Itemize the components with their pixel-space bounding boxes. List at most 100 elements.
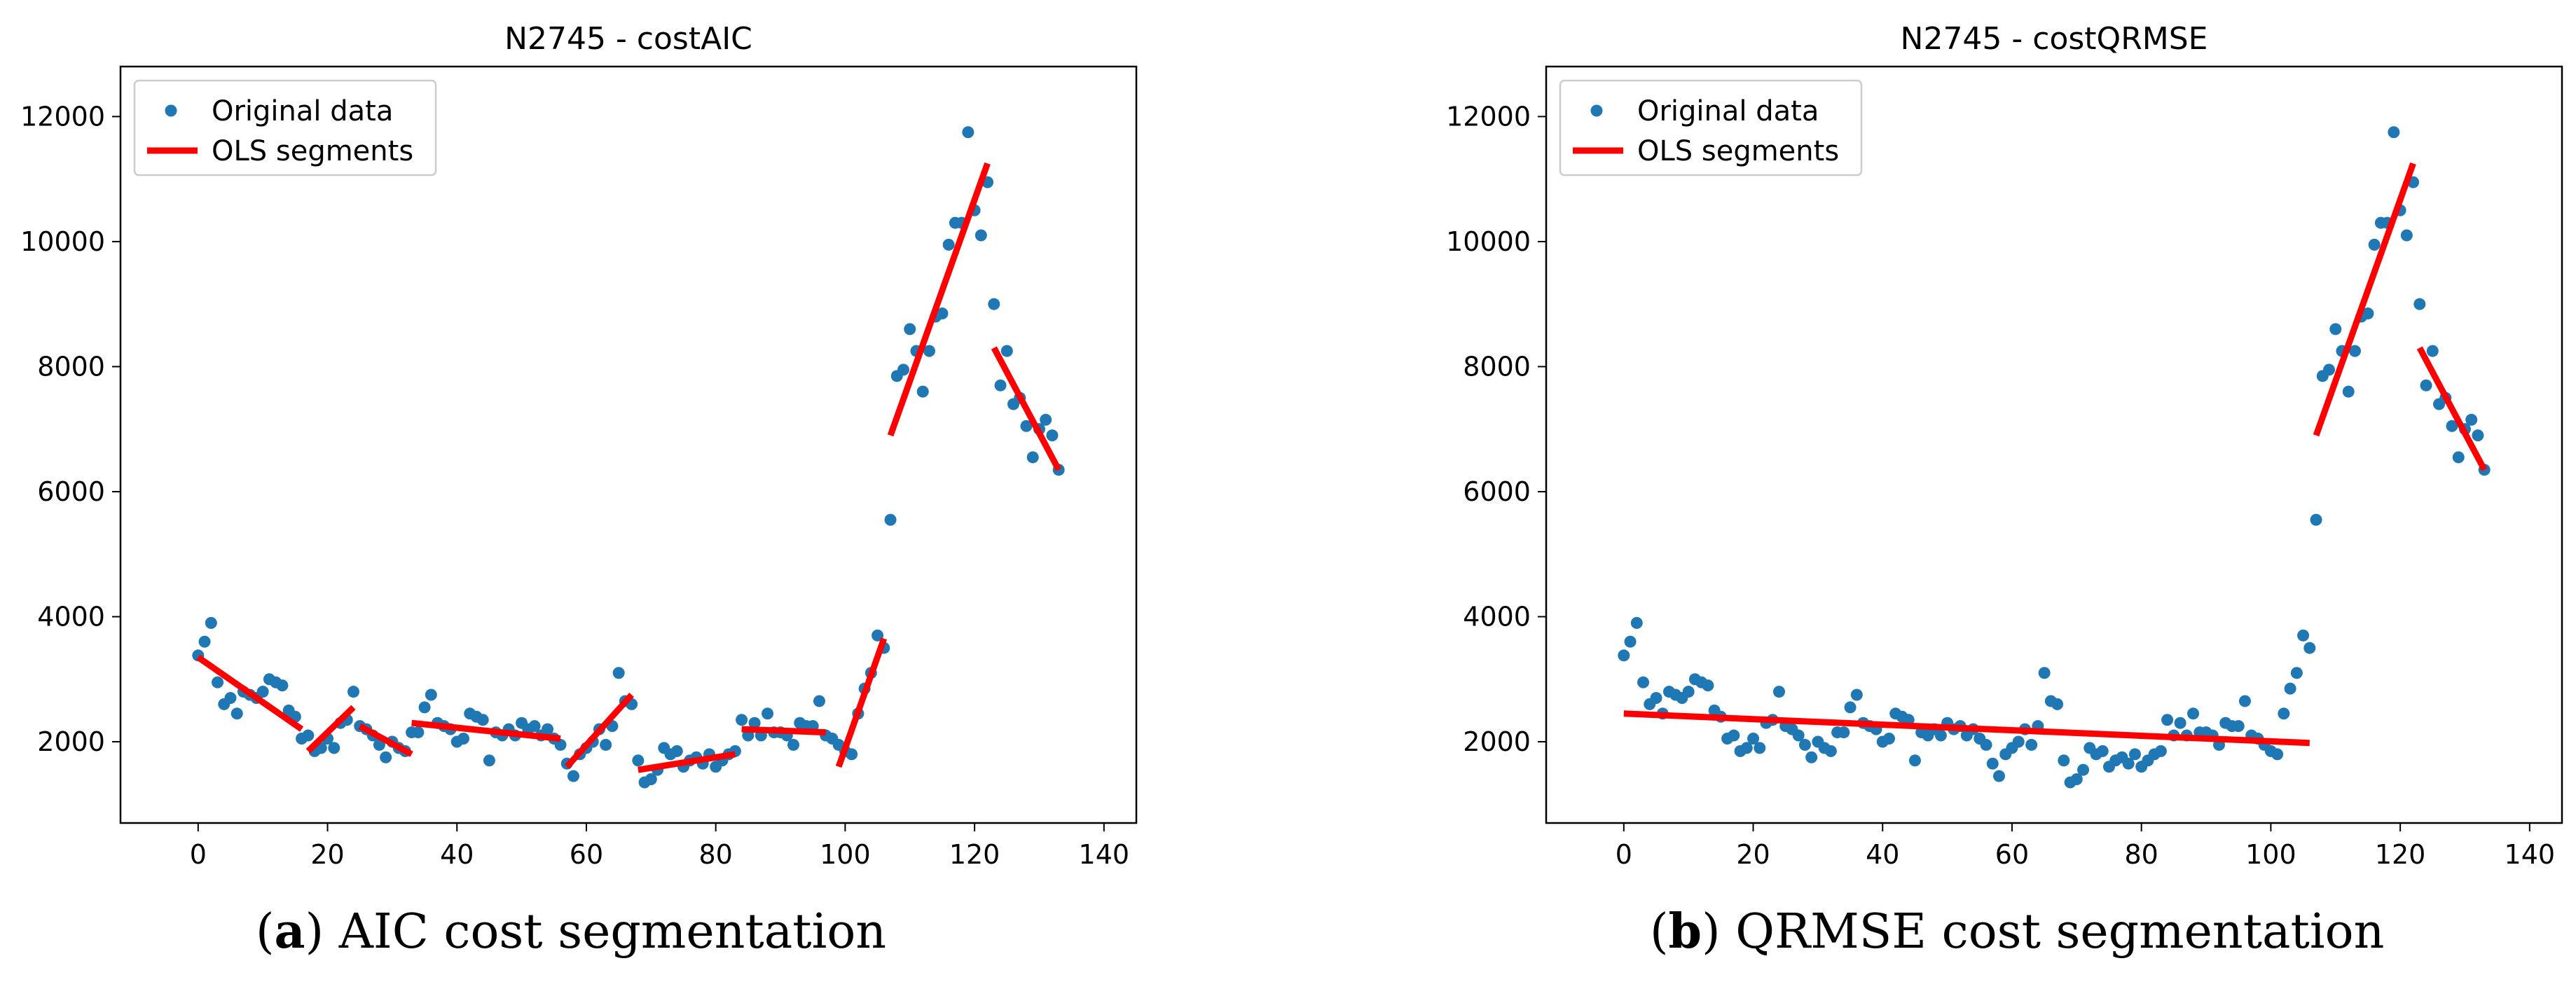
data-point [528,720,541,733]
data-point [1772,686,1785,698]
data-point [2310,513,2322,526]
data-point [483,754,495,767]
y-tick-label: 4000 [1463,601,1531,632]
data-point [872,629,884,642]
data-point [2271,748,2284,761]
data-point [1934,729,1947,742]
data-point [1740,742,1753,754]
data-point [2077,763,2090,776]
data-point [425,689,437,701]
data-point [813,695,825,707]
data-point [198,635,211,648]
data-point [380,751,392,763]
data-point [302,729,315,742]
chart-title: N2745 - costQRMSE [1901,21,2208,57]
data-point [1792,729,1805,742]
plot-frame [119,65,1138,824]
data-point [736,714,748,726]
data-point [936,307,949,320]
y-tick-label: 8000 [1463,351,1531,382]
x-tick-label: 60 [1995,839,2029,870]
data-point [2446,420,2458,432]
chart-aic: N2745 - costAIC 0 20 40 60 80 100 120 140 2000 400… [20,21,1138,870]
data-point [2025,738,2038,751]
data-point [1882,733,1895,745]
data-point [1844,701,1857,714]
y-tick-label: 4000 [37,601,105,632]
x-tick-label: 80 [2125,839,2158,870]
y-tick-label: 6000 [37,476,105,507]
data-point [2465,413,2478,426]
legend-marker-points [165,104,177,117]
data-point [2238,695,2251,707]
data-point [632,754,645,767]
data-point [2051,698,2064,710]
ols-segment [2416,346,2488,471]
ols-segment [991,346,1062,471]
data-point [212,676,224,689]
data-point [2070,773,2083,786]
data-point [2012,735,2025,748]
data-point [1838,726,1850,739]
data-point [2058,754,2070,767]
ols-segment [411,719,561,742]
ols-segment [2313,162,2416,437]
data-point [2303,642,2316,654]
legend-label-segments: OLS segments [212,135,413,167]
data-point [2323,364,2336,376]
ols-segment [196,654,304,732]
data-point [2420,379,2432,392]
data-point [347,686,359,698]
data-point [1980,738,1992,751]
data-point [787,738,800,751]
data-point [554,738,567,751]
x-tick-label: 140 [2505,839,2556,870]
x-tick-label: 0 [1616,839,1632,870]
data-point [1026,451,1039,464]
data-point [897,364,910,376]
data-point [1040,413,1052,426]
data-point [923,345,935,357]
data-point [205,616,217,629]
x-tick-label: 0 [190,839,207,870]
data-point [1798,738,1811,751]
data-point [1630,616,1643,629]
x-tick-label: 20 [310,839,344,870]
data-point [276,679,289,692]
data-point [2413,298,2426,310]
data-point [2348,345,2361,357]
data-point [2452,451,2465,464]
data-point [600,738,612,751]
data-point [1850,689,1863,701]
y-tick-label: 2000 [1463,726,1531,757]
data-point [988,298,1000,310]
data-point [1754,742,1766,754]
caption-a: (a) AIC cost segmentation [256,904,887,960]
data-point [2232,720,2245,733]
data-point [373,738,385,751]
data-point [645,773,657,786]
data-point [1624,635,1637,648]
x-tick-label: 40 [1866,839,1899,870]
data-point [2161,714,2174,726]
x-tick-label: 60 [570,839,603,870]
x-tick-label: 40 [440,839,474,870]
data-point [748,717,761,729]
data-point [1046,429,1059,442]
data-point [1682,686,1695,698]
data-point [1908,754,1921,767]
data-point [2342,385,2355,398]
data-point [2096,745,2109,757]
x-tick-label: 100 [820,839,871,870]
data-point [542,723,554,735]
y-tick-label: 12000 [1446,101,1531,132]
y-tick-label: 8000 [37,351,105,382]
x-tick-label: 100 [2245,839,2296,870]
x-tick-label: 80 [699,839,733,870]
ols-segment [638,751,736,773]
data-point [256,686,269,698]
data-point [884,513,897,526]
data-point [2329,323,2342,336]
data-point [974,229,987,242]
